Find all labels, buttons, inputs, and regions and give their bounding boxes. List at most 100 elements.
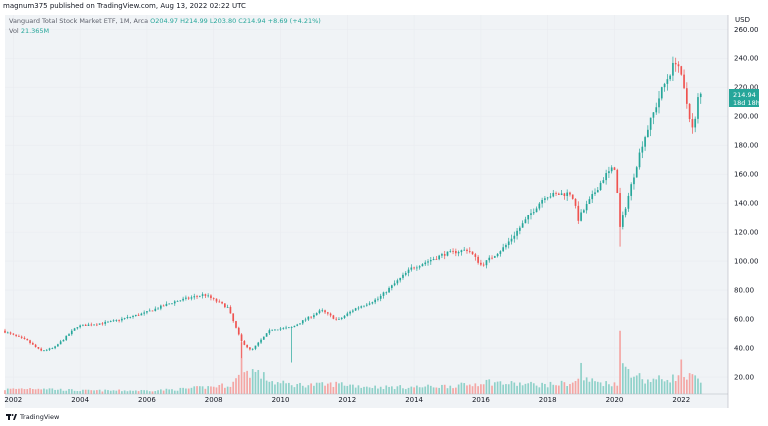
volume-bar [488,379,491,394]
candle-body [126,317,129,319]
candle-body [70,330,73,335]
candle-body [118,320,120,321]
candle-body [541,199,543,204]
candle-body [455,251,457,254]
candle-body [527,215,530,220]
volume-bar [382,389,385,394]
volume-bar [371,388,374,394]
volume-bar [15,388,17,394]
volume-bar [288,382,290,394]
candle-body [552,192,555,197]
volume-bar [538,387,541,394]
volume-bar [608,384,610,394]
candle-body [485,260,488,266]
volume-bar [435,387,438,394]
candle-body [463,249,466,251]
candle-body [226,306,229,308]
volume-bar [368,387,371,394]
volume-bar [388,386,390,394]
volume-bar [527,383,530,394]
candle-body [660,87,663,99]
price-tick-label: 220.00 [734,84,759,92]
volume-bar [563,382,566,394]
time-tick-label: 2020 [606,396,624,404]
volume-bar [354,387,357,394]
volume-bar [93,390,95,394]
volume-bar [374,385,376,394]
volume-bar [40,389,43,394]
candle-body [65,335,68,340]
candle-body [588,199,591,205]
candle-body [229,306,232,314]
volume-bar [79,391,81,394]
candle-body [299,323,301,325]
candle-body [109,321,112,322]
candle-body [318,310,321,314]
candle-body [608,171,610,174]
candle-body [140,313,143,316]
price-axis[interactable]: 20.00 40.00 60.00 80.00 100.00 120.00 140.00 16… [734,26,759,382]
candle-body [585,204,588,211]
volume-bar [182,387,184,394]
volume-bar [674,381,677,394]
price-tick-label: 200.00 [734,113,759,121]
candle-body [566,192,569,196]
candle-body [571,194,574,199]
candle-body [538,203,541,209]
volume-bar [37,388,40,394]
volume-bar [468,384,471,394]
volume-bar [624,366,627,394]
volume-bar [379,386,382,394]
price-tick-label: 260.00 [734,26,759,34]
legend-volume-label[interactable]: Vol [9,27,19,35]
volume-bar [73,390,76,394]
candle-body [549,196,552,198]
candle-body [262,336,265,340]
volume-bar [390,386,393,394]
candle-body [271,329,274,331]
volume-layer [4,330,702,394]
volume-bar [443,384,446,394]
volume-bar [407,387,410,394]
candle-body [84,324,87,326]
candle-body [198,295,201,297]
volume-bar [251,369,254,394]
candle-body [502,247,505,252]
volume-bar [299,382,301,394]
volume-bar [240,342,243,394]
candle-body [346,313,349,316]
volume-bar [694,375,697,394]
candle-body [613,167,616,170]
volume-bar [260,378,262,394]
candle-body [179,300,182,302]
candle-body [143,312,145,314]
volume-bar [557,385,560,394]
candle-body [62,339,65,342]
volume-bar [285,383,287,394]
volume-bar [605,381,607,394]
last-price-tag-bg [729,89,759,107]
volume-bar [95,390,98,394]
volume-bar [677,375,680,394]
candle-body [644,137,646,147]
volume-bar [185,388,187,394]
volume-bar [555,385,557,394]
volume-bar [463,383,466,394]
volume-bar [441,384,443,394]
volume-bar [544,383,546,394]
tradingview-brand[interactable]: TradingView [20,413,60,421]
volume-bar [496,381,499,394]
candle-body [296,324,299,326]
legend-symbol-name[interactable]: Vanguard Total Stock Market ETF, 1M, Arc… [9,17,149,25]
candle-body [335,318,338,320]
candle-body [251,348,254,350]
volume-bar [115,390,118,394]
time-axis[interactable]: 2002 2004 2006 2008 2010 2012 2014 2016 2018 2020… [4,396,690,404]
volume-bar [198,386,201,394]
volume-bar [658,375,660,394]
candle-body [577,205,580,221]
volume-bar [449,385,452,394]
tradingview-logo-icon[interactable] [6,414,17,420]
volume-bar [134,390,137,394]
